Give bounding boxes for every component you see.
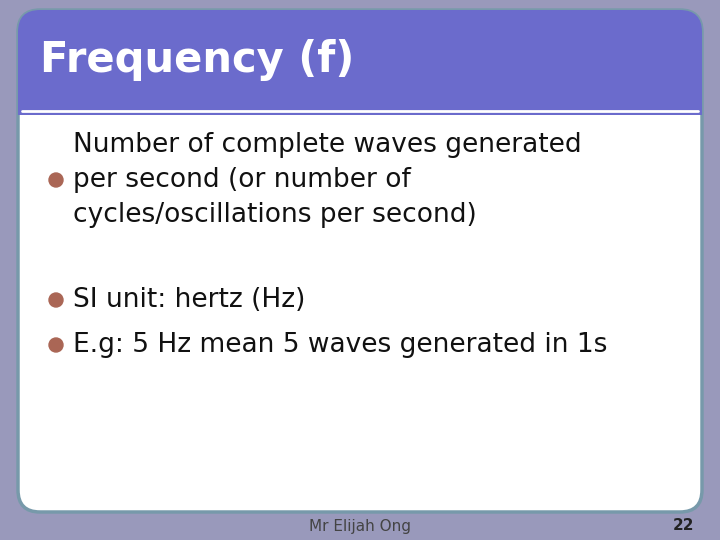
Text: Number of complete waves generated
per second (or number of
cycles/oscillations : Number of complete waves generated per s…: [73, 132, 582, 228]
Text: SI unit: hertz (Hz): SI unit: hertz (Hz): [73, 287, 305, 313]
Text: E.g: 5 Hz mean 5 waves generated in 1s: E.g: 5 Hz mean 5 waves generated in 1s: [73, 332, 608, 358]
Circle shape: [49, 293, 63, 307]
FancyBboxPatch shape: [18, 10, 702, 115]
Circle shape: [49, 338, 63, 352]
Circle shape: [49, 173, 63, 187]
Text: 22: 22: [673, 518, 695, 534]
Text: Mr Elijah Ong: Mr Elijah Ong: [309, 518, 411, 534]
Text: Frequency (f): Frequency (f): [40, 39, 354, 82]
Bar: [18, 63, 702, 115]
FancyBboxPatch shape: [18, 10, 702, 512]
